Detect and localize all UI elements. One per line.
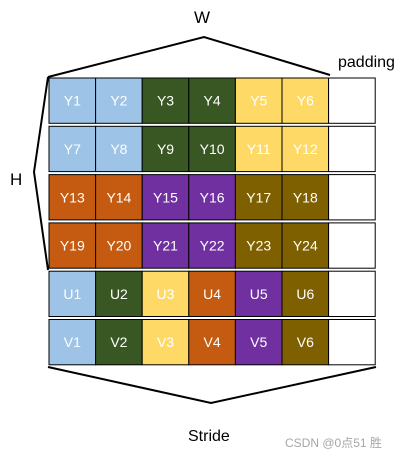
cell-u1 <box>48 270 97 318</box>
cell-y17 <box>234 174 283 221</box>
cell-label: Y3 <box>157 93 174 109</box>
cell-u5 <box>234 270 283 318</box>
cell-y16 <box>188 174 236 221</box>
cell-u3 <box>141 270 190 318</box>
padding-cell <box>328 319 376 366</box>
cell-label: Y18 <box>293 189 318 205</box>
cell-label: V5 <box>250 334 267 350</box>
cell-y10 <box>188 125 236 173</box>
cell-label: V3 <box>157 334 174 350</box>
cell-label: Y4 <box>204 93 221 109</box>
cell-label: Y7 <box>64 141 81 157</box>
cell-label: V4 <box>204 334 221 350</box>
padding-cell <box>328 222 376 269</box>
cell-y11 <box>234 125 283 173</box>
cell-label: Y24 <box>293 238 318 254</box>
cell-y9 <box>141 125 190 173</box>
cell-u6 <box>281 270 330 318</box>
cell-label: Y15 <box>153 189 178 205</box>
cell-y8 <box>95 125 143 173</box>
cell-label: Y10 <box>200 141 225 157</box>
padding-column <box>328 77 376 366</box>
cell-y7 <box>48 125 97 173</box>
height-bracket <box>32 76 49 271</box>
cell-label: Y6 <box>297 93 314 109</box>
width-bracket <box>47 35 331 78</box>
watermark: CSDN @0点51 胜 <box>285 436 382 450</box>
cell-label: Y8 <box>110 141 127 157</box>
cell-label: Y16 <box>200 189 225 205</box>
cell-label: U5 <box>250 286 268 302</box>
cell-label: Y17 <box>246 189 271 205</box>
cell-v3 <box>141 319 190 366</box>
height-label: H <box>10 170 23 189</box>
cell-y20 <box>95 222 143 269</box>
cell-y13 <box>48 174 97 221</box>
cell-label: U2 <box>110 286 128 302</box>
cell-v5 <box>234 319 283 366</box>
cell-label: U4 <box>203 286 221 302</box>
cell-y24 <box>281 222 330 269</box>
cell-label: Y20 <box>106 238 131 254</box>
cell-label: Y21 <box>153 238 178 254</box>
padding-cell <box>328 125 376 173</box>
width-label: W <box>194 8 211 27</box>
cell-label: Y19 <box>60 238 85 254</box>
cell-label: V1 <box>64 334 81 350</box>
cell-v2 <box>95 319 143 366</box>
cell-label: Y5 <box>250 93 267 109</box>
cell-label: Y12 <box>293 141 318 157</box>
cell-label: U1 <box>63 286 81 302</box>
cell-v6 <box>281 319 330 366</box>
cell-label: V2 <box>110 334 127 350</box>
cell-y19 <box>48 222 97 269</box>
cell-label: Y23 <box>246 238 271 254</box>
cell-label: V6 <box>297 334 314 350</box>
stride-label: Stride <box>188 428 230 445</box>
padding-cell <box>328 77 376 124</box>
cell-label: Y9 <box>157 141 174 157</box>
cell-label: Y13 <box>60 189 85 205</box>
stride-bracket <box>47 366 377 405</box>
cell-label: U6 <box>296 286 314 302</box>
cell-y14 <box>95 174 143 221</box>
cell-label: U3 <box>157 286 175 302</box>
cell-label: Y1 <box>64 93 81 109</box>
cell-y15 <box>141 174 190 221</box>
cell-label: Y14 <box>106 189 131 205</box>
cell-u4 <box>188 270 236 318</box>
cell-y3 <box>141 77 190 124</box>
cell-label: Y22 <box>200 238 225 254</box>
cell-y21 <box>141 222 190 269</box>
padding-label: padding <box>338 54 395 71</box>
padding-cell <box>328 270 376 318</box>
padding-cell <box>328 174 376 221</box>
cell-y1 <box>48 77 97 124</box>
cell-label: Y11 <box>247 141 271 157</box>
cell-label: Y2 <box>110 93 127 109</box>
pixel-grid: Y1 Y2 Y3 Y4 Y5 Y6 Y7 Y8 Y9 Y10 Y11 Y12 Y13 Y14 Y15 Y16 Y… <box>48 77 330 366</box>
